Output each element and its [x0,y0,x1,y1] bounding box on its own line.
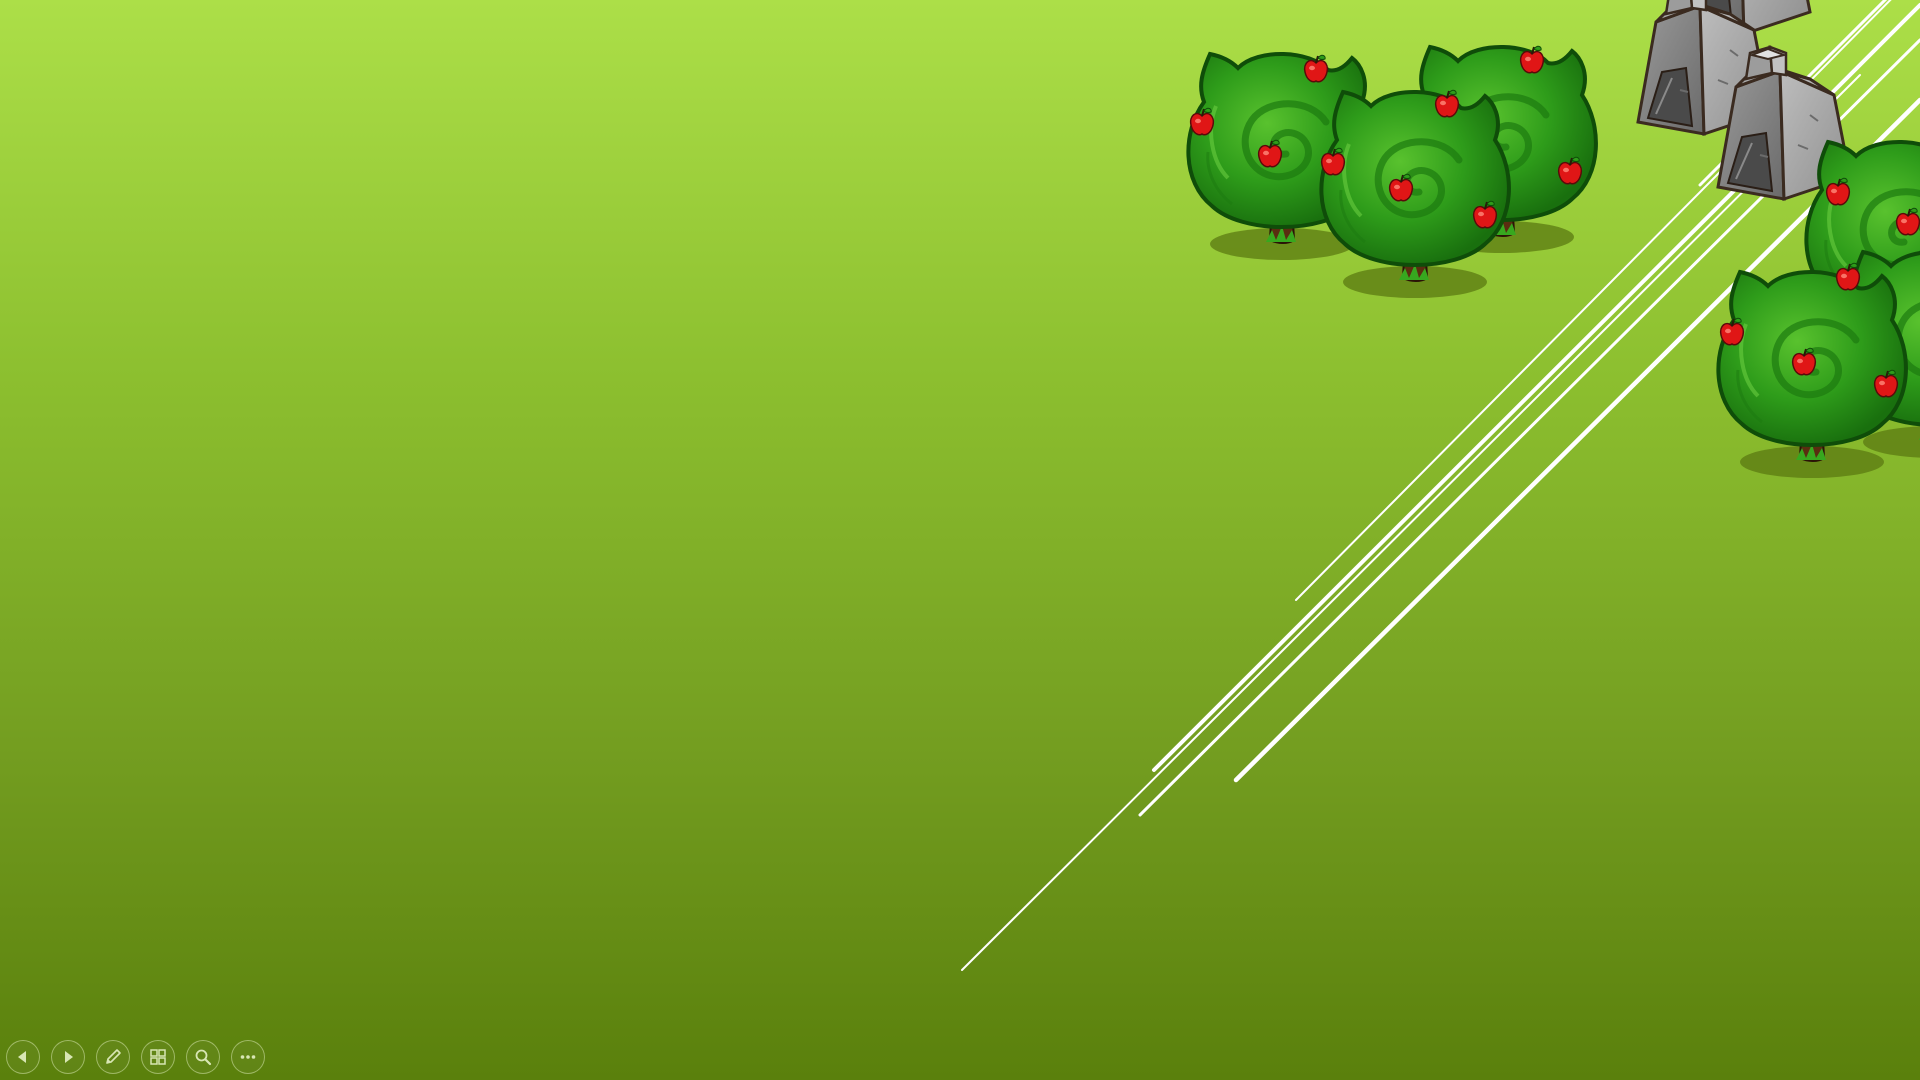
diagonal-line-1 [1295,0,1892,601]
more-options-button[interactable] [231,1040,265,1074]
diagonal-line-4 [961,74,1861,971]
next-slide-button[interactable] [51,1040,85,1074]
see-all-slides-button[interactable] [141,1040,175,1074]
previous-slide-button[interactable] [6,1040,40,1074]
diagonal-line-5 [1233,97,1920,783]
slideshow-toolbar [6,1039,265,1075]
apple-tree-3 [1321,90,1509,298]
ellipsis-icon [240,1055,256,1059]
zoom-button[interactable] [186,1040,220,1074]
pen-icon [106,1049,121,1064]
pen-tool-button[interactable] [96,1040,130,1074]
arrow-left-icon [18,1051,26,1063]
slides-grid-icon [150,1049,166,1065]
magnifier-icon [195,1049,212,1066]
arrow-right-icon [65,1051,73,1063]
